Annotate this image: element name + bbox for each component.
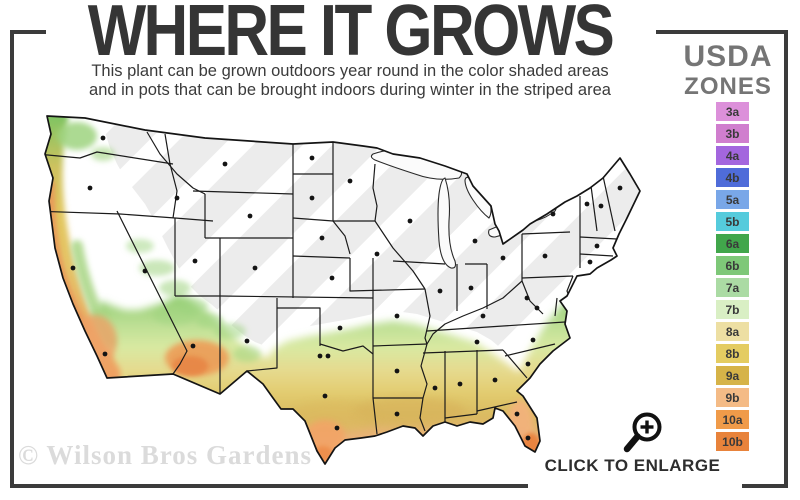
city-dot <box>594 243 600 249</box>
zone-swatch-3a: 3a <box>716 102 749 121</box>
city-dot <box>587 259 593 265</box>
zone-swatch-4a: 4a <box>716 146 749 165</box>
city-dot <box>222 161 228 167</box>
usda-zone-map[interactable] <box>25 106 675 478</box>
frame-top-left <box>10 30 46 34</box>
city-dot <box>542 253 548 259</box>
legend-title: USDA ZONES <box>668 42 788 99</box>
zone-swatch-10b: 10b <box>716 432 749 451</box>
city-dot <box>550 211 556 217</box>
city-dot <box>325 353 331 359</box>
zone-swatch-5a: 5a <box>716 190 749 209</box>
zone-swatch-7b: 7b <box>716 300 749 319</box>
city-dot <box>319 235 325 241</box>
city-dot <box>192 258 198 264</box>
city-dot <box>525 361 531 367</box>
city-dot <box>474 339 480 345</box>
zone-swatch-5b: 5b <box>716 212 749 231</box>
city-dot <box>598 203 604 209</box>
subtitle: This plant can be grown outdoors year ro… <box>0 62 700 100</box>
city-dot <box>524 295 530 301</box>
city-dot <box>334 425 340 431</box>
city-dot <box>468 285 474 291</box>
city-dot <box>70 265 76 271</box>
city-dot <box>174 195 180 201</box>
zone-swatch-8a: 8a <box>716 322 749 341</box>
city-dot <box>500 255 506 261</box>
frame-right <box>784 30 788 488</box>
zone-list: 3a 3b 4a 4b 5a 5b 6a 6b 7a 7b 8a 8b 9a 9b 10a 10b <box>716 102 749 454</box>
city-dot <box>584 201 590 207</box>
city-dot <box>570 289 576 295</box>
green-patches <box>57 122 261 362</box>
zone-swatch-6a: 6a <box>716 234 749 253</box>
city-dot <box>374 251 380 257</box>
legend-title-zones: ZONES <box>684 73 772 100</box>
city-dot <box>525 435 531 441</box>
city-dot <box>457 381 463 387</box>
city-dot <box>252 265 258 271</box>
city-dot <box>322 393 328 399</box>
city-dot <box>514 411 520 417</box>
state-borders <box>45 131 618 435</box>
city-dot <box>329 275 335 281</box>
city-dot <box>309 155 315 161</box>
city-dot <box>309 195 315 201</box>
city-dot <box>337 325 343 331</box>
zone-swatch-4b: 4b <box>716 168 749 187</box>
city-dot <box>102 351 108 357</box>
frame-bottom-left <box>10 484 528 488</box>
frame-bottom-right <box>742 484 788 488</box>
city-dot <box>407 218 413 224</box>
legend-title-usda: USDA <box>683 40 773 73</box>
us-outline <box>44 115 641 465</box>
city-dot <box>100 135 106 141</box>
zone-swatch-9a: 9a <box>716 366 749 385</box>
subtitle-line-1: This plant can be grown outdoors year ro… <box>91 62 609 80</box>
frame-top-right <box>656 30 788 34</box>
city-dot <box>317 353 323 359</box>
city-dot <box>394 368 400 374</box>
city-dot <box>347 178 353 184</box>
city-dot <box>530 337 536 343</box>
page-title: WHERE IT GROWS <box>87 0 615 71</box>
zone-swatch-9b: 9b <box>716 388 749 407</box>
city-dot <box>394 313 400 319</box>
city-dot <box>472 238 478 244</box>
zone-swatch-8b: 8b <box>716 344 749 363</box>
zone-swatch-7a: 7a <box>716 278 749 297</box>
click-to-enlarge-button[interactable]: CLICK TO ENLARGE <box>544 456 721 475</box>
magnifier-plus-icon[interactable] <box>620 408 666 456</box>
city-dot <box>190 343 196 349</box>
city-dot <box>394 411 400 417</box>
zone-swatch-10a: 10a <box>716 410 749 429</box>
watermark: © Wilson Bros Gardens <box>18 440 312 470</box>
city-dot <box>617 185 623 191</box>
zone-swatch-6b: 6b <box>716 256 749 275</box>
city-dot <box>87 185 93 191</box>
city-dot <box>432 385 438 391</box>
subtitle-line-2: and in pots that can be brought indoors … <box>89 81 611 99</box>
city-dot <box>480 313 486 319</box>
zone-swatch-3b: 3b <box>716 124 749 143</box>
city-dot <box>244 338 250 344</box>
city-dot <box>247 213 253 219</box>
city-dot <box>437 288 443 294</box>
city-dot <box>534 305 540 311</box>
city-dot <box>142 268 148 274</box>
city-dot <box>492 377 498 383</box>
frame-left <box>10 30 14 488</box>
